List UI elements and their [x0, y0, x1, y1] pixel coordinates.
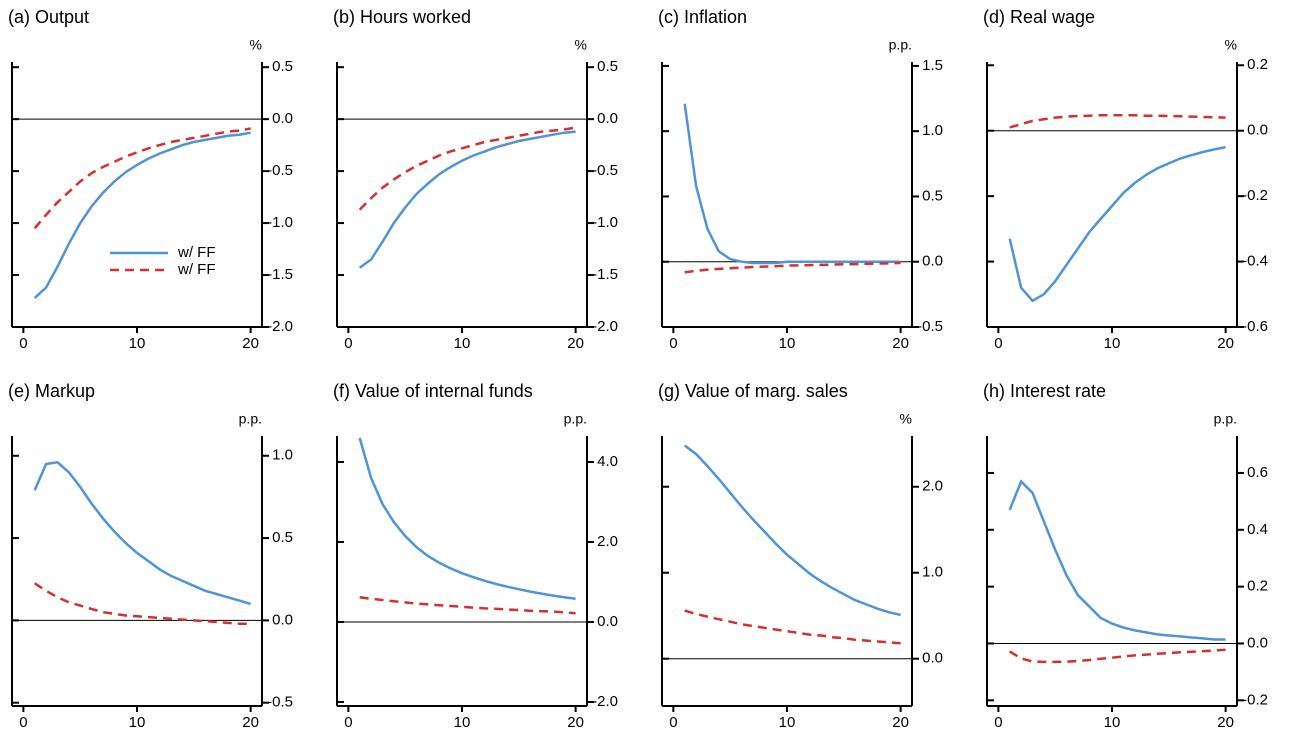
series-line: [1009, 648, 1226, 664]
y-tick-label: -0.2: [1242, 691, 1268, 708]
panel-title: (c) Inflation: [658, 7, 747, 27]
panel-title: (b) Hours worked: [333, 7, 471, 27]
y-tick-label: -1.0: [592, 214, 618, 231]
x-tick-label: 0: [669, 714, 677, 731]
series-line: [358, 130, 576, 269]
x-tick-label: 10: [779, 714, 796, 731]
series-line: [683, 103, 901, 265]
x-tick-label: 20: [242, 335, 259, 352]
x-tick-label: 0: [344, 714, 352, 731]
y-tick-label: 0.6: [1247, 464, 1268, 481]
unit-label: p.p.: [239, 411, 262, 427]
series-line: [358, 126, 576, 211]
unit-label: %: [250, 37, 262, 53]
x-tick-label: 0: [19, 714, 27, 731]
panel-title: (f) Value of internal funds: [333, 381, 533, 401]
x-tick-label: 0: [994, 335, 1002, 352]
y-tick-label: 0.5: [272, 58, 293, 75]
x-tick-label: 0: [19, 335, 27, 352]
y-tick-label: 0.5: [272, 529, 293, 546]
unit-label: p.p.: [1214, 411, 1237, 427]
series-line: [684, 609, 901, 645]
series-line: [1008, 479, 1226, 641]
x-tick-label: 20: [1217, 335, 1234, 352]
series-line: [34, 582, 251, 625]
y-tick-label: -0.5: [267, 162, 293, 179]
y-tick-label: 2.0: [597, 533, 618, 550]
x-tick-label: 0: [344, 335, 352, 352]
panel-title: (g) Value of marg. sales: [658, 381, 848, 401]
y-tick-label: 1.0: [922, 564, 943, 581]
y-tick-label: 0.2: [1247, 578, 1268, 595]
series-line: [359, 595, 576, 615]
x-tick-label: 20: [892, 714, 909, 731]
unit-label: %: [575, 37, 587, 53]
y-tick-label: -2.0: [592, 318, 618, 335]
x-tick-label: 10: [1104, 714, 1121, 731]
x-tick-label: 20: [892, 335, 909, 352]
y-tick-label: 0.0: [272, 611, 293, 628]
x-tick-label: 10: [1104, 335, 1121, 352]
legend-label: w/ FF: [177, 261, 216, 278]
y-tick-label: 0.0: [1247, 634, 1268, 651]
unit-label: p.p.: [889, 37, 912, 53]
x-tick-label: 10: [129, 335, 146, 352]
y-tick-label: 1.0: [272, 447, 293, 464]
x-tick-label: 20: [242, 714, 259, 731]
y-tick-label: -2.0: [592, 693, 618, 710]
y-tick-label: -2.0: [267, 318, 293, 335]
series-line: [1008, 145, 1226, 303]
y-tick-label: 0.0: [272, 110, 293, 127]
y-tick-label: 0.0: [922, 650, 943, 667]
x-tick-label: 10: [779, 335, 796, 352]
x-tick-label: 10: [454, 335, 471, 352]
y-tick-label: 0.0: [922, 253, 943, 270]
series-line: [33, 460, 251, 606]
x-tick-label: 20: [1217, 714, 1234, 731]
y-tick-label: 0.2: [1247, 56, 1268, 73]
y-tick-label: 1.0: [922, 122, 943, 139]
x-tick-label: 10: [454, 714, 471, 731]
x-tick-label: 10: [129, 714, 146, 731]
legend-label: w/ FF: [177, 244, 216, 261]
x-tick-label: 0: [994, 714, 1002, 731]
series-line: [684, 261, 901, 274]
y-tick-label: 2.0: [922, 478, 943, 495]
panel-title: (a) Output: [8, 7, 89, 27]
x-tick-label: 0: [669, 335, 677, 352]
series-line: [683, 444, 901, 617]
x-tick-label: 20: [567, 714, 584, 731]
y-tick-label: 1.5: [922, 57, 943, 74]
unit-label: %: [900, 411, 912, 427]
series-line: [33, 127, 251, 230]
series-line: [1009, 114, 1226, 129]
unit-label: p.p.: [564, 411, 587, 427]
y-tick-label: 0.5: [922, 187, 943, 204]
panel-title: (h) Interest rate: [983, 381, 1106, 401]
y-tick-label: -1.5: [592, 266, 618, 283]
y-tick-label: 0.0: [1247, 122, 1268, 139]
y-tick-label: 0.4: [1247, 521, 1268, 538]
y-tick-label: 4.0: [597, 453, 618, 470]
y-tick-label: -0.5: [267, 694, 293, 711]
series-line: [33, 131, 251, 299]
panel-title: (e) Markup: [8, 381, 95, 401]
unit-label: %: [1225, 37, 1237, 53]
y-tick-label: 0.5: [597, 58, 618, 75]
y-tick-label: -0.2: [1242, 187, 1268, 204]
x-tick-label: 20: [567, 335, 584, 352]
y-tick-label: -0.6: [1242, 318, 1268, 335]
y-tick-label: 0.0: [597, 613, 618, 630]
y-tick-label: -1.5: [267, 266, 293, 283]
y-tick-label: -0.4: [1242, 253, 1268, 270]
panel-title: (d) Real wage: [983, 7, 1095, 27]
series-line: [358, 437, 576, 601]
y-tick-label: -0.5: [592, 162, 618, 179]
y-tick-label: -0.5: [917, 318, 943, 335]
y-tick-label: -1.0: [267, 214, 293, 231]
y-tick-label: 0.0: [597, 110, 618, 127]
